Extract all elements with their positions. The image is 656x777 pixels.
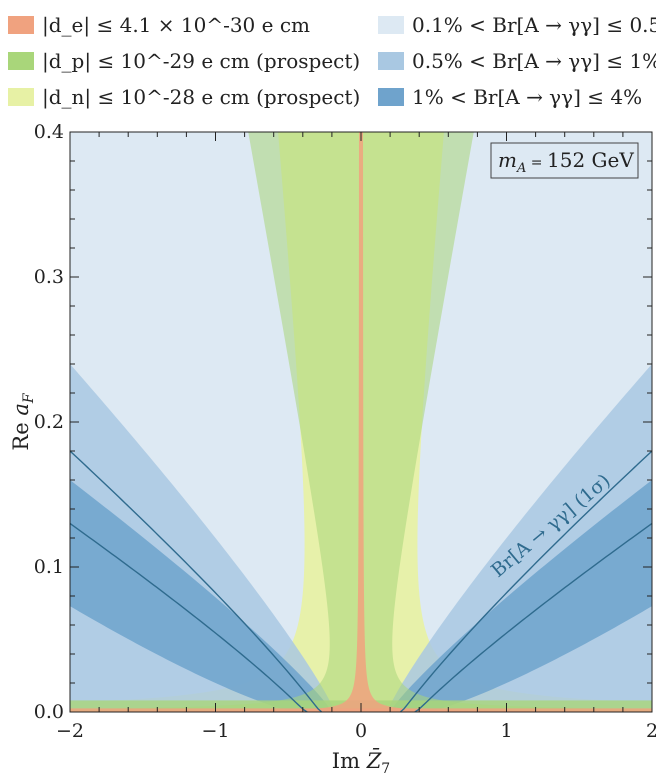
x-axis-title: Im Z̄7 bbox=[332, 748, 390, 777]
plot-regions bbox=[70, 132, 652, 712]
legend-swatch bbox=[8, 88, 34, 106]
br-1sigma-upper-right bbox=[399, 450, 652, 712]
y-tick-label: 0.3 bbox=[34, 266, 64, 288]
region-br-1-4-right bbox=[390, 480, 652, 712]
legend-label: 1% < Br[A → γγ] ≤ 4% bbox=[412, 85, 642, 109]
legend-label: |d_n| ≤ 10^-28 e cm (prospect) bbox=[42, 85, 360, 110]
x-tick-label: 1 bbox=[500, 720, 512, 742]
region-br-1-4-left bbox=[70, 480, 332, 712]
legend-swatch bbox=[378, 16, 404, 34]
legend-label: |d_p| ≤ 10^-29 e cm (prospect) bbox=[42, 49, 360, 74]
axes: −2 −1 0 1 2 0.0 0.1 0.2 0.3 0.4 bbox=[34, 121, 656, 742]
x-tick-label: 0 bbox=[355, 720, 367, 742]
legend-label: 0.1% < Br[A → γγ] ≤ 0.5% bbox=[412, 13, 656, 37]
mass-annotation: mA = 152 GeV bbox=[490, 142, 639, 179]
y-tick-label: 0.1 bbox=[34, 556, 64, 578]
legend: |d_e| ≤ 4.1 × 10^-30 e cm |d_p| ≤ 10^-29 … bbox=[8, 13, 656, 110]
br-1sigma-upper-left bbox=[70, 450, 323, 712]
legend-swatch bbox=[8, 52, 34, 70]
legend-label: |d_e| ≤ 4.1 × 10^-30 e cm bbox=[42, 13, 310, 38]
br-1sigma-lower-right bbox=[414, 522, 652, 712]
y-axis-title: Re aF bbox=[9, 392, 37, 450]
br-1sigma-lower-left bbox=[70, 522, 308, 712]
legend-label: 0.5% < Br[A → γγ] ≤ 1% bbox=[412, 49, 656, 73]
legend-swatch bbox=[378, 88, 404, 106]
y-tick-label: 0.4 bbox=[34, 121, 64, 143]
region-de bbox=[70, 132, 652, 712]
y-tick-label: 0.0 bbox=[34, 701, 64, 723]
legend-swatch bbox=[378, 52, 404, 70]
legend-swatch bbox=[8, 16, 34, 34]
x-tick-label: −1 bbox=[201, 720, 229, 742]
y-tick-label: 0.2 bbox=[34, 411, 64, 433]
svg-text:mA = 152 GeV: mA = 152 GeV bbox=[498, 148, 634, 176]
x-tick-label: −2 bbox=[56, 720, 84, 742]
x-tick-label: 2 bbox=[646, 720, 656, 742]
